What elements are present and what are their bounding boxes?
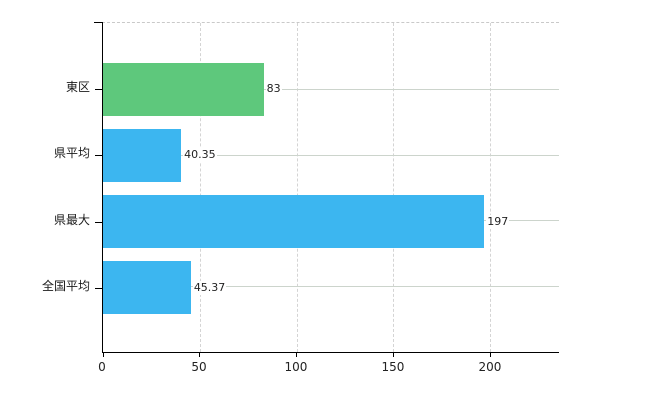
bar-1 [103,62,264,116]
y-axis-tick [95,89,103,91]
y-axis-tick [95,221,103,223]
y-axis-category-label: 東区 [65,80,90,95]
y-axis-top-tick [94,22,103,23]
x-axis-tick [489,352,491,357]
y-axis-category-label: 県平均 [53,146,90,161]
bar-3 [103,195,485,249]
bar-value-label: 197 [486,214,510,229]
vertical-gridline [296,23,298,352]
y-axis-category-label: 県最大 [53,212,90,227]
horizontal-gridline [103,88,559,90]
y-axis-tick [95,287,103,289]
x-axis-tick [102,352,104,357]
bar-4 [103,261,191,315]
vertical-gridline [199,23,201,352]
x-axis-tick-label: 0 [98,360,106,374]
y-axis-category-label: 全国平均 [41,278,90,293]
plot-area: 83 40.35 197 45.37 [94,22,559,357]
x-axis-tick-label: 50 [191,360,207,374]
bar-2 [103,128,182,182]
vertical-gridline [393,23,395,352]
y-axis-tick [95,155,103,157]
vertical-gridline [490,23,492,352]
x-axis-tick-label: 150 [381,360,405,374]
x-axis-tick [296,352,298,357]
x-axis-tick-label: 200 [478,360,502,374]
horizontal-gridline [103,154,559,156]
bar-value-label: 40.35 [183,148,217,163]
bar-value-label: 83 [265,82,282,97]
x-axis-tick-label: 100 [284,360,308,374]
bar-value-label: 45.37 [192,280,227,295]
x-axis-tick [199,352,201,357]
x-axis-tick [392,352,394,357]
horizontal-gridline [103,286,559,288]
